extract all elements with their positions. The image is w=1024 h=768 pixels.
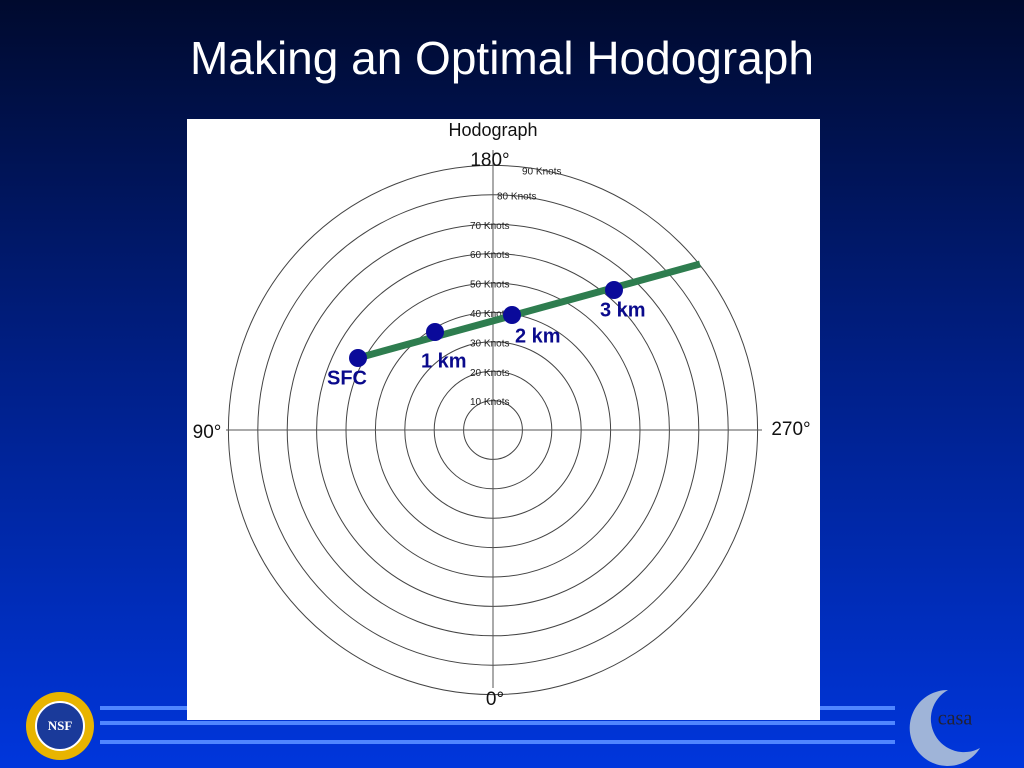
hodograph-trace xyxy=(357,260,701,362)
ring-label: 30 Knots xyxy=(470,338,509,349)
wind-point xyxy=(605,281,623,299)
nsf-text: NSF xyxy=(48,718,73,733)
direction-left: 90° xyxy=(193,422,222,443)
ring-label: 40 Knots xyxy=(470,309,509,320)
point-label: 3 km xyxy=(600,299,646,321)
ring-label: 50 Knots xyxy=(470,280,509,291)
hodograph-title: Hodograph xyxy=(448,120,537,140)
direction-right: 270° xyxy=(771,419,810,440)
footer-line xyxy=(100,721,895,725)
wind-point xyxy=(349,349,367,367)
wind-point xyxy=(503,306,521,324)
direction-bottom: 0° xyxy=(486,689,504,710)
point-label: 2 km xyxy=(515,325,561,347)
footer-line xyxy=(100,740,895,744)
nsf-globe xyxy=(35,701,85,751)
ring-label: 10 Knots xyxy=(470,397,509,408)
ring-label: 70 Knots xyxy=(470,221,509,232)
hodograph: Hodograph 180° 90° 270° 0° 10 Knots 20 Kn… xyxy=(193,120,811,710)
casa-logo: casa xyxy=(909,689,980,766)
hodograph-panel xyxy=(187,119,820,720)
point-label: SFC xyxy=(327,367,367,389)
ring-label: 20 Knots xyxy=(470,368,509,379)
casa-swoosh xyxy=(909,689,980,766)
wind-point xyxy=(426,323,444,341)
casa-text: casa xyxy=(938,708,973,730)
ring-label: 80 Knots xyxy=(497,191,536,202)
nsf-logo: NSF xyxy=(26,692,94,760)
ring-label: 90 Knots xyxy=(522,167,561,178)
point-label: 1 km xyxy=(421,350,467,372)
direction-top: 180° xyxy=(470,150,509,171)
slide-title: Making an Optimal Hodograph xyxy=(190,32,814,84)
ring-label: 60 Knots xyxy=(470,250,509,261)
